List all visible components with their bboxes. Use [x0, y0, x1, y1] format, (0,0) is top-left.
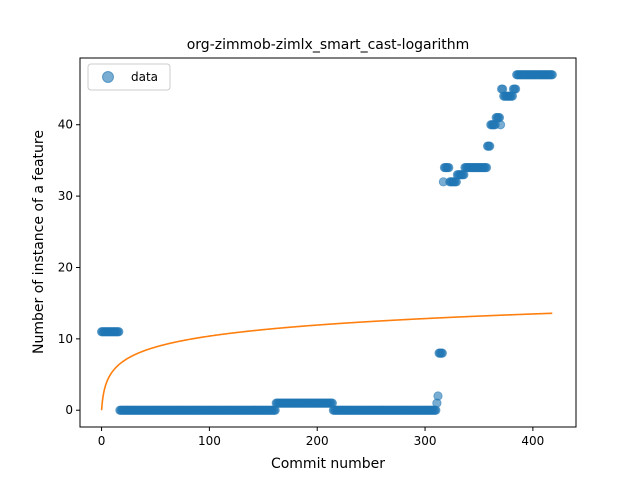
y-tick-label: 30 [58, 189, 73, 203]
y-tick-label: 0 [65, 403, 73, 417]
y-tick-label: 20 [58, 260, 73, 274]
data-points [96, 70, 557, 415]
x-axis-label: Commit number [271, 456, 385, 472]
data-point [485, 141, 495, 151]
data-point [444, 162, 454, 173]
data-point [547, 70, 557, 80]
x-tick-label: 100 [198, 434, 221, 448]
y-ticks: 0 10 20 30 40 [58, 118, 80, 417]
legend-box [87, 63, 171, 91]
data-point [433, 391, 443, 401]
fit-layer [100, 312, 553, 411]
data-point [437, 348, 447, 358]
legend-marker-data [102, 71, 114, 83]
legend-label-data: data [131, 70, 158, 84]
x-tick-label: 0 [98, 434, 106, 448]
axes-frame [79, 57, 577, 428]
y-tick-label: 10 [58, 332, 73, 346]
legend: data [87, 63, 171, 91]
data-point [495, 120, 506, 130]
data-point [481, 162, 492, 173]
data-point [114, 327, 124, 337]
x-tick-label: 400 [521, 434, 544, 448]
chart-title: org-zimmob-zimlx_smart_cast-logarithm [187, 37, 470, 53]
x-ticks: 0 100 200 300 400 [98, 427, 544, 448]
y-tick-label: 40 [58, 118, 73, 132]
x-tick-label: 200 [306, 434, 329, 448]
data-point [511, 84, 521, 94]
y-axis-label: Number of instance of a feature [31, 130, 47, 354]
fit-line [100, 312, 553, 411]
x-tick-label: 300 [414, 434, 437, 448]
